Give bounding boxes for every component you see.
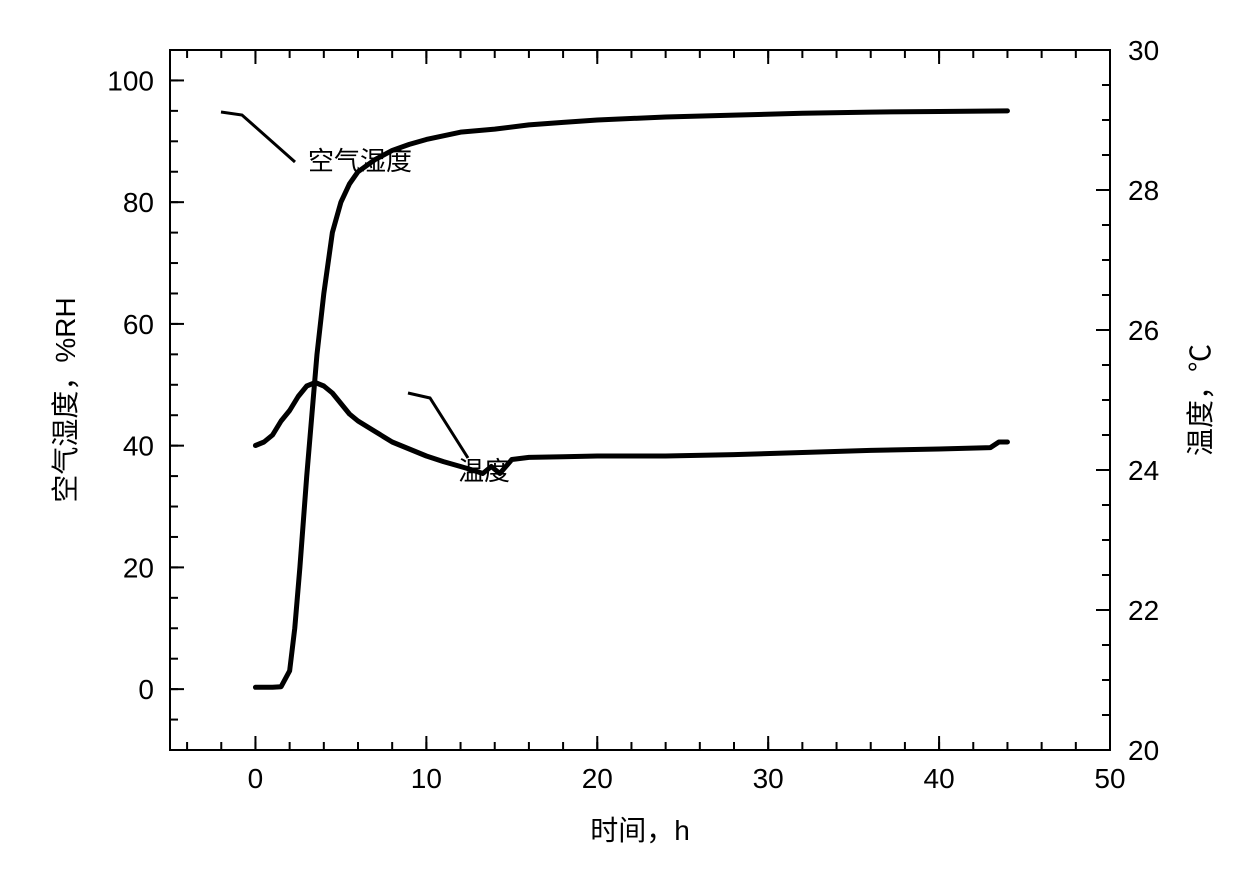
yr-tick-label: 28 [1128,175,1159,206]
yl-tick-label: 20 [123,552,154,583]
yl-tick-label: 100 [107,65,154,96]
series-humidity [255,111,1007,687]
yl-tick-label: 80 [123,187,154,218]
y-left-axis-title: 空气湿度，%RH [50,297,81,502]
annotation-leader [221,112,295,162]
x-tick-label: 50 [1094,763,1125,794]
yr-tick-label: 20 [1128,735,1159,766]
yl-tick-label: 60 [123,309,154,340]
x-axis-title: 时间，h [590,815,690,846]
dual-axis-chart: 0 10 20 30 40 50 时间，h 0 20 40 60 80 100 空气湿度，%RH 20 22 2… [0,0,1240,886]
annotation-label: 空气湿度 [308,146,412,176]
chart-container: 0 10 20 30 40 50 时间，h 0 20 40 60 80 100 空气湿度，%RH 20 22 2… [0,0,1240,886]
yl-tick-label: 0 [138,674,154,705]
yr-tick-label: 22 [1128,595,1159,626]
x-tick-label: 0 [248,763,264,794]
yr-tick-label: 24 [1128,455,1159,486]
y-right-axis-title: 温度，℃ [1185,344,1216,456]
yr-tick-label: 30 [1128,35,1159,66]
x-tick-label: 40 [924,763,955,794]
yr-tick-label: 26 [1128,315,1159,346]
x-tick-label: 20 [582,763,613,794]
yl-tick-label: 40 [123,431,154,462]
x-tick-label: 30 [753,763,784,794]
annotation-leader [408,393,468,458]
series-temperature [255,383,1007,474]
x-tick-label: 10 [411,763,442,794]
annotation-label: 温度 [458,456,510,486]
